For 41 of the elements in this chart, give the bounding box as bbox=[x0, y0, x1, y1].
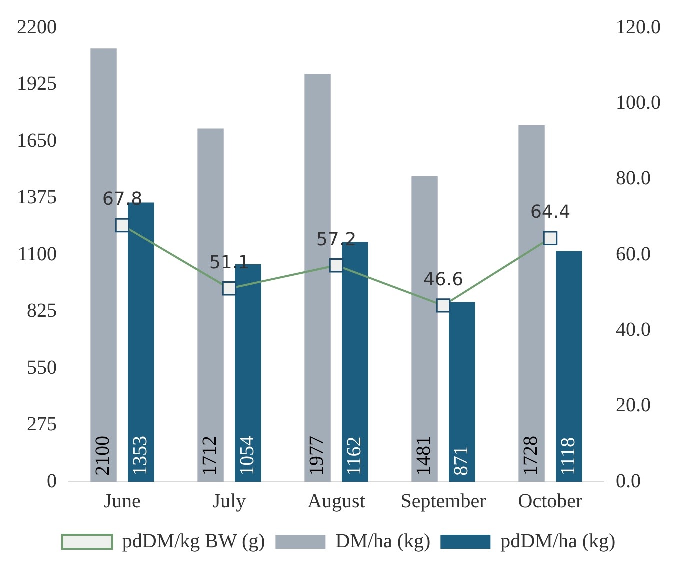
legend-label: pdDM/kg BW (g) bbox=[122, 530, 266, 552]
data-label: 57.2 bbox=[316, 229, 357, 250]
y2-tick-label: 80.0 bbox=[616, 168, 651, 190]
legend-label: DM/ha (kg) bbox=[336, 530, 431, 552]
data-label: 64.4 bbox=[530, 202, 571, 224]
y-tick-label: 1100 bbox=[18, 243, 57, 266]
bar bbox=[449, 302, 476, 482]
y-tick-label: 825 bbox=[27, 300, 57, 322]
x-tick-label: September bbox=[400, 490, 487, 512]
data-label: 1353 bbox=[129, 436, 152, 476]
y2-tick-label: 40.0 bbox=[616, 318, 651, 341]
y2-tick-label: 60.0 bbox=[616, 243, 651, 266]
x-tick-label: August bbox=[308, 490, 366, 512]
y2-tick-label: 100.0 bbox=[616, 92, 661, 114]
y-tick-label: 550 bbox=[27, 356, 57, 379]
data-label: 67.8 bbox=[102, 189, 143, 210]
y-tick-label: 1375 bbox=[17, 186, 57, 208]
data-label: 1728 bbox=[520, 436, 542, 476]
data-label: 1054 bbox=[236, 436, 258, 476]
data-label: 1481 bbox=[413, 436, 436, 476]
y-tick-label: 1650 bbox=[17, 130, 57, 152]
x-tick-label: July bbox=[212, 490, 246, 512]
legend-label: pdDM/ha (kg) bbox=[500, 530, 616, 552]
y2-tick-label: 120.0 bbox=[616, 16, 661, 38]
data-label: 46.6 bbox=[423, 269, 464, 290]
data-label: 1977 bbox=[306, 436, 328, 476]
data-label: 1162 bbox=[343, 436, 366, 476]
bar bbox=[556, 251, 582, 482]
data-label: 1712 bbox=[199, 436, 222, 476]
y-tick-label: 2200 bbox=[17, 16, 57, 38]
data-label: 51.1 bbox=[209, 252, 250, 274]
x-tick-label: October bbox=[518, 490, 584, 512]
y-tick-label: 275 bbox=[27, 414, 57, 436]
y-tick-label: 0 bbox=[47, 470, 57, 492]
y2-tick-label: 20.0 bbox=[616, 394, 651, 417]
y-tick-label: 1925 bbox=[17, 73, 57, 95]
data-label: 871 bbox=[450, 446, 472, 476]
data-label: 2100 bbox=[92, 436, 114, 476]
data-label: 1118 bbox=[557, 437, 580, 476]
y2-tick-label: 0.0 bbox=[616, 470, 641, 492]
x-tick-label: June bbox=[104, 490, 141, 512]
